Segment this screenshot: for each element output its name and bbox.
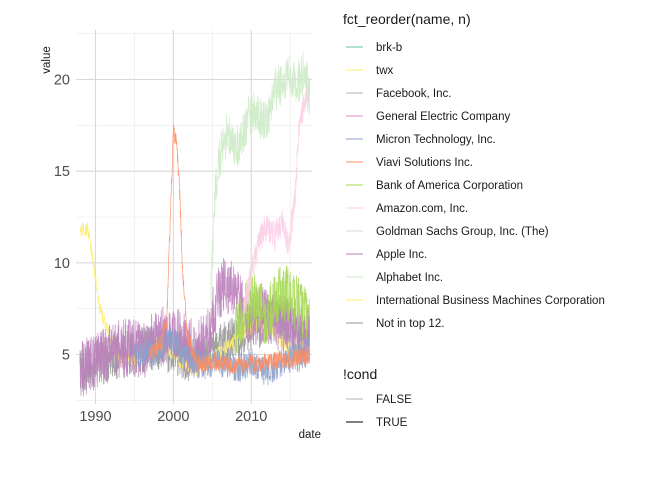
legend-label: twx (376, 65, 394, 77)
y-tick-labels: 5 10 15 20 (54, 73, 70, 364)
legend-label: Viavi Solutions Inc. (376, 157, 473, 169)
colour-legend: brk-b twx Facebook, Inc. General Electric C… (346, 42, 605, 330)
series-line-viavi-solutions-inc (149, 124, 311, 375)
x-tick-label: 2010 (235, 409, 267, 425)
series-line-amazon-com-inc (243, 80, 311, 323)
legend-label: brk-b (376, 42, 402, 54)
x-tick-label: 1990 (79, 409, 111, 425)
legend-label: International Business Machines Corporat… (376, 295, 605, 307)
series-layer (79, 52, 311, 397)
legend-label: Micron Technology, Inc. (376, 134, 496, 146)
legend-label: FALSE (376, 394, 412, 406)
series-line-bank-of-america-corporation (235, 265, 311, 354)
y-tick-label: 20 (54, 73, 70, 89)
y-tick-label: 5 (62, 348, 70, 364)
legend-label: Amazon.com, Inc. (376, 203, 468, 215)
legend-label: General Electric Company (376, 111, 510, 123)
x-tick-labels: 1990 2000 2010 (79, 409, 267, 425)
y-tick-label: 15 (54, 164, 70, 180)
colour-legend-title: fct_reorder(name, n) (343, 11, 471, 27)
linetype-legend-title: !cond (343, 366, 377, 382)
legend-label: Facebook, Inc. (376, 88, 451, 100)
legend-label: TRUE (376, 417, 408, 429)
series-line-micron-technology-inc (134, 328, 311, 386)
legend-label: Goldman Sachs Group, Inc. (The) (376, 226, 549, 238)
legend-label: Bank of America Corporation (376, 180, 523, 192)
legend-label: Apple Inc. (376, 249, 427, 261)
y-tick-label: 10 (54, 256, 70, 272)
x-axis-title: date (299, 429, 321, 441)
legend-label: Alphabet Inc. (376, 272, 443, 284)
legend-label: Not in top 12. (376, 318, 444, 330)
x-tick-label: 2000 (157, 409, 189, 425)
series-line-alphabet-inc (210, 52, 311, 306)
linetype-legend: FALSE TRUE (346, 394, 412, 429)
y-axis-title: value (41, 46, 53, 74)
